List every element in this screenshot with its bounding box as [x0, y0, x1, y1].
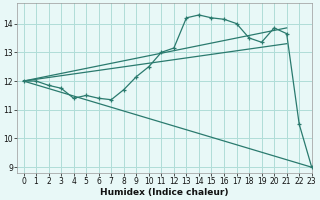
X-axis label: Humidex (Indice chaleur): Humidex (Indice chaleur): [100, 188, 229, 197]
